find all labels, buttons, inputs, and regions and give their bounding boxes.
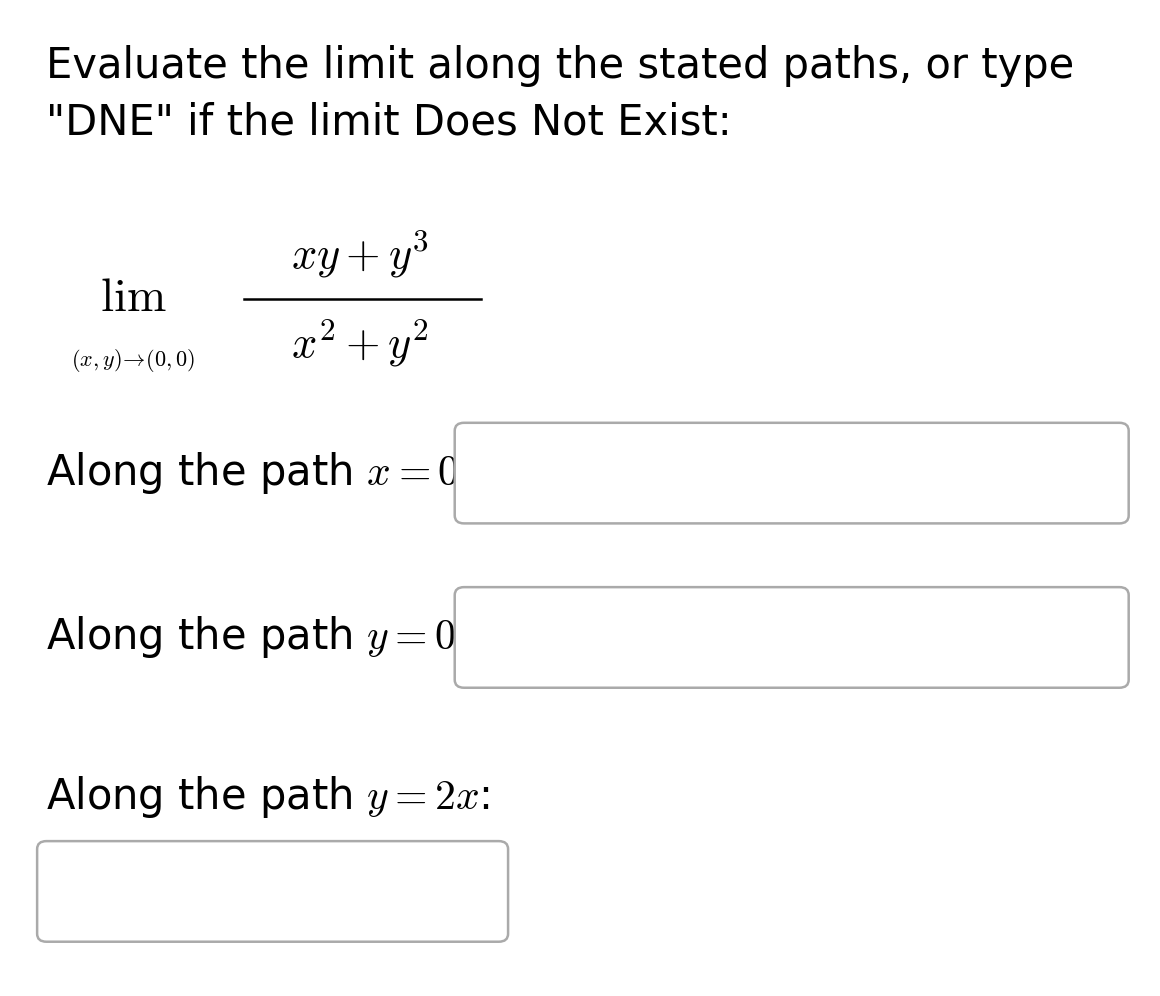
- Text: Evaluate the limit along the stated paths, or type
"DNE" if the limit Does Not E: Evaluate the limit along the stated path…: [46, 45, 1074, 143]
- Text: $(x,y)\!\rightarrow\!(0,0)$: $(x,y)\!\rightarrow\!(0,0)$: [72, 347, 195, 374]
- FancyBboxPatch shape: [455, 588, 1129, 687]
- Text: $\mathrm{lim}$: $\mathrm{lim}$: [100, 276, 167, 322]
- Text: Along the path $y = 0$:: Along the path $y = 0$:: [46, 615, 466, 660]
- Text: Along the path $y = 2x$:: Along the path $y = 2x$:: [46, 774, 491, 820]
- FancyBboxPatch shape: [455, 422, 1129, 524]
- Text: Along the path $x = 0$:: Along the path $x = 0$:: [46, 450, 470, 496]
- Text: $xy + y^3$: $xy + y^3$: [290, 228, 429, 280]
- FancyBboxPatch shape: [37, 841, 508, 942]
- Text: $x^2 + y^2$: $x^2 + y^2$: [291, 318, 428, 370]
